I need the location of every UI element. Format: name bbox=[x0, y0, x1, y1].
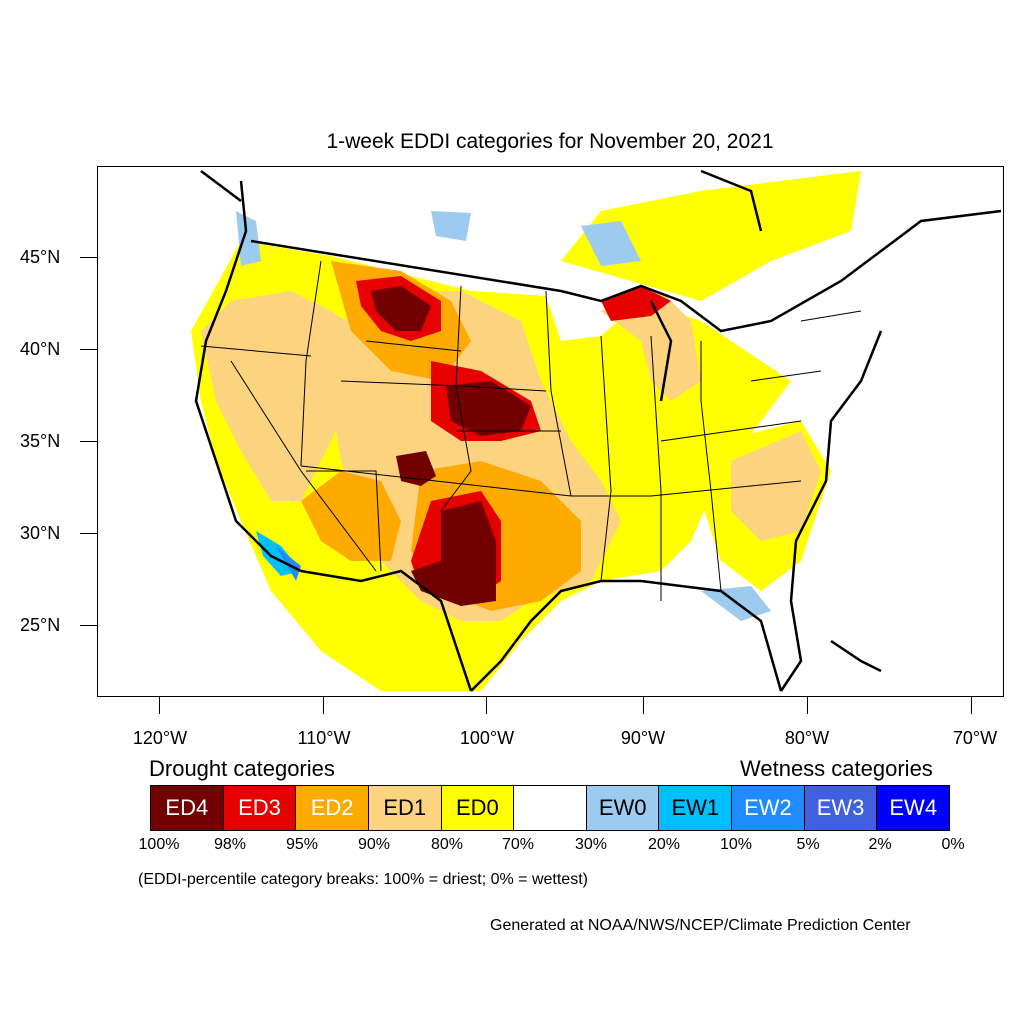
coastlines bbox=[194, 169, 1002, 692]
legend-box-neutral bbox=[514, 786, 587, 830]
ed4-region-montana bbox=[371, 286, 431, 331]
legend-box-ed2: ED2 bbox=[296, 786, 369, 830]
legend-box-ed3: ED3 bbox=[223, 786, 297, 830]
lat-label-30n: 30°N bbox=[20, 523, 61, 543]
legend-box-ew0: EW0 bbox=[586, 786, 660, 830]
wetness-categories-title: Wetness categories bbox=[740, 756, 933, 781]
lon-label-80w: 80°W bbox=[784, 728, 830, 748]
lon-tick bbox=[486, 697, 487, 714]
lon-tick bbox=[807, 697, 808, 714]
legend-box-ew4: EW4 bbox=[877, 786, 950, 830]
legend-color-bar: ED4 ED3 ED2 ED1 ED0 EW0 EW1 EW2 EW3 EW4 bbox=[150, 785, 950, 831]
lon-tick bbox=[323, 697, 324, 714]
map-title: 1-week EDDI categories for November 20, … bbox=[326, 130, 774, 153]
percent-break: 10% bbox=[719, 836, 753, 853]
lat-tick bbox=[80, 349, 97, 350]
lat-tick bbox=[80, 533, 97, 534]
drought-categories-title: Drought categories bbox=[149, 756, 335, 781]
percent-break: 20% bbox=[647, 836, 681, 853]
lon-label-70w: 70°W bbox=[952, 728, 998, 748]
percent-break: 100% bbox=[138, 836, 180, 853]
percent-break: 70% bbox=[501, 836, 535, 853]
ed0-region-northeast bbox=[561, 171, 861, 301]
lat-label-25n: 25°N bbox=[20, 615, 61, 635]
lat-tick bbox=[80, 625, 97, 626]
percent-break: 90% bbox=[357, 836, 391, 853]
percent-break: 95% bbox=[285, 836, 319, 853]
ew0-region-greatlakes bbox=[431, 211, 471, 241]
ed2-region-southwest bbox=[301, 471, 401, 561]
percent-break: 30% bbox=[574, 836, 608, 853]
percent-break: 80% bbox=[430, 836, 464, 853]
legend-box-ed1: ED1 bbox=[368, 786, 442, 830]
ed1-region-carolinas bbox=[731, 431, 821, 541]
lat-label-45n: 45°N bbox=[20, 247, 61, 267]
legend-box-ed4: ED4 bbox=[151, 786, 224, 830]
legend-box-ed0: ED0 bbox=[441, 786, 515, 830]
ew0-region-pacific bbox=[236, 211, 261, 266]
state-boundaries bbox=[200, 240, 862, 601]
lat-label-40n: 40°N bbox=[20, 339, 61, 359]
lat-label-35n: 35°N bbox=[20, 431, 61, 451]
lon-label-90w: 90°W bbox=[620, 728, 666, 748]
ed4-region-texas bbox=[411, 501, 496, 606]
legend-box-ew1: EW1 bbox=[659, 786, 733, 830]
ed1-region-west bbox=[201, 291, 361, 501]
lat-tick bbox=[80, 257, 97, 258]
lat-tick bbox=[80, 441, 97, 442]
percent-break: 98% bbox=[213, 836, 247, 853]
ed4-region-plains bbox=[446, 381, 531, 436]
ew0-region-minnesota bbox=[581, 221, 641, 266]
lon-tick bbox=[159, 697, 160, 714]
lon-tick bbox=[643, 697, 644, 714]
legend-box-ew2: EW2 bbox=[732, 786, 805, 830]
lon-label-120w: 120°W bbox=[132, 728, 188, 748]
percent-break: 0% bbox=[941, 836, 965, 853]
eddi-map bbox=[191, 169, 1002, 692]
category-breaks-note: (EDDI-percentile category breaks: 100% =… bbox=[138, 871, 588, 888]
percent-break: 5% bbox=[796, 836, 820, 853]
lon-label-100w: 100°W bbox=[459, 728, 515, 748]
lon-tick bbox=[971, 697, 972, 714]
map-panel bbox=[97, 166, 1004, 697]
lon-label-110w: 110°W bbox=[297, 728, 351, 748]
legend-box-ew3: EW3 bbox=[804, 786, 878, 830]
percent-break: 2% bbox=[868, 836, 892, 853]
credit-note: Generated at NOAA/NWS/NCEP/Climate Predi… bbox=[490, 917, 911, 934]
